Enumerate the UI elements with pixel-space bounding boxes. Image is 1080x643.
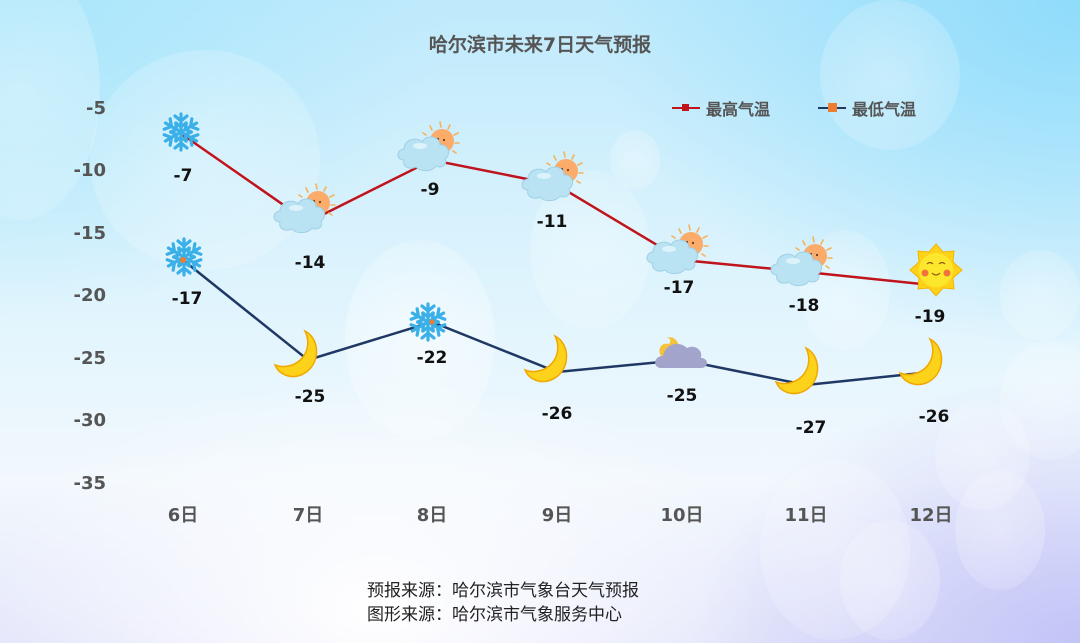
graphic-source: 图形来源：哈尔滨市气象服务中心 (367, 605, 622, 625)
forecast-source: 预报来源：哈尔滨市气象台天气预报 (367, 581, 639, 601)
chart-title: 哈尔滨市未来7日天气预报 (428, 34, 652, 56)
moon-icon (775, 347, 819, 395)
data-label-high: -14 (294, 253, 326, 273)
data-label-high: -17 (663, 278, 695, 298)
data-label-low: -25 (294, 387, 326, 407)
x-tick: 8日 (416, 505, 448, 526)
bokeh-bubble (610, 130, 660, 190)
snow-icon (162, 114, 199, 150)
x-tick: 10日 (660, 505, 704, 526)
bokeh-bubble (840, 520, 940, 640)
sun-icon (909, 243, 963, 297)
x-tick: 12日 (909, 505, 953, 526)
y-tick: -25 (73, 348, 106, 369)
sun-behind-cloud-icon (770, 236, 833, 287)
bokeh-bubble (760, 460, 910, 640)
snow-icon (165, 239, 202, 275)
y-tick: -10 (73, 160, 106, 181)
data-label-low: -25 (666, 386, 698, 406)
x-tick: 9日 (541, 505, 573, 526)
legend-item-low[interactable]: 最低气温 (818, 96, 916, 120)
data-label-high: -11 (536, 212, 568, 232)
cloudy-night-icon (655, 337, 707, 368)
data-label-high: -9 (420, 180, 440, 200)
bokeh-bubble (1000, 250, 1080, 340)
legend-label-high: 最高气温 (706, 100, 771, 119)
moon-icon (524, 335, 568, 383)
data-label-high: -18 (788, 296, 820, 316)
data-label-low: -17 (171, 289, 203, 309)
legend-label-low: 最低气温 (852, 100, 917, 119)
y-tick: -20 (73, 285, 106, 306)
sun-behind-cloud-icon (273, 183, 336, 234)
y-tick: -15 (73, 223, 106, 244)
legend-swatch-high (672, 104, 700, 111)
bokeh-bubble (935, 400, 1030, 510)
x-tick: 11日 (784, 505, 828, 526)
data-label-low: -22 (416, 348, 448, 368)
data-label-high: -19 (914, 307, 946, 327)
data-label-low: -27 (795, 418, 827, 438)
snow-icon (409, 304, 446, 340)
data-label-high: -7 (173, 166, 193, 186)
y-tick: -35 (73, 473, 106, 494)
sun-behind-cloud-icon (521, 151, 584, 202)
bokeh-bubble (955, 470, 1045, 590)
y-tick: -5 (86, 98, 106, 119)
moon-icon (899, 338, 943, 386)
y-tick: -30 (73, 410, 106, 431)
x-tick: 7日 (292, 505, 324, 526)
sun-behind-cloud-icon (646, 224, 709, 275)
legend-item-high[interactable]: 最高气温 (672, 96, 770, 120)
x-tick: 6日 (167, 505, 199, 526)
bokeh-bubble (1000, 340, 1080, 460)
data-label-low: -26 (541, 404, 573, 424)
bokeh-bubble (820, 0, 960, 150)
legend-swatch-low (818, 103, 846, 112)
data-label-low: -26 (918, 407, 950, 427)
bokeh-bubble (90, 50, 320, 270)
